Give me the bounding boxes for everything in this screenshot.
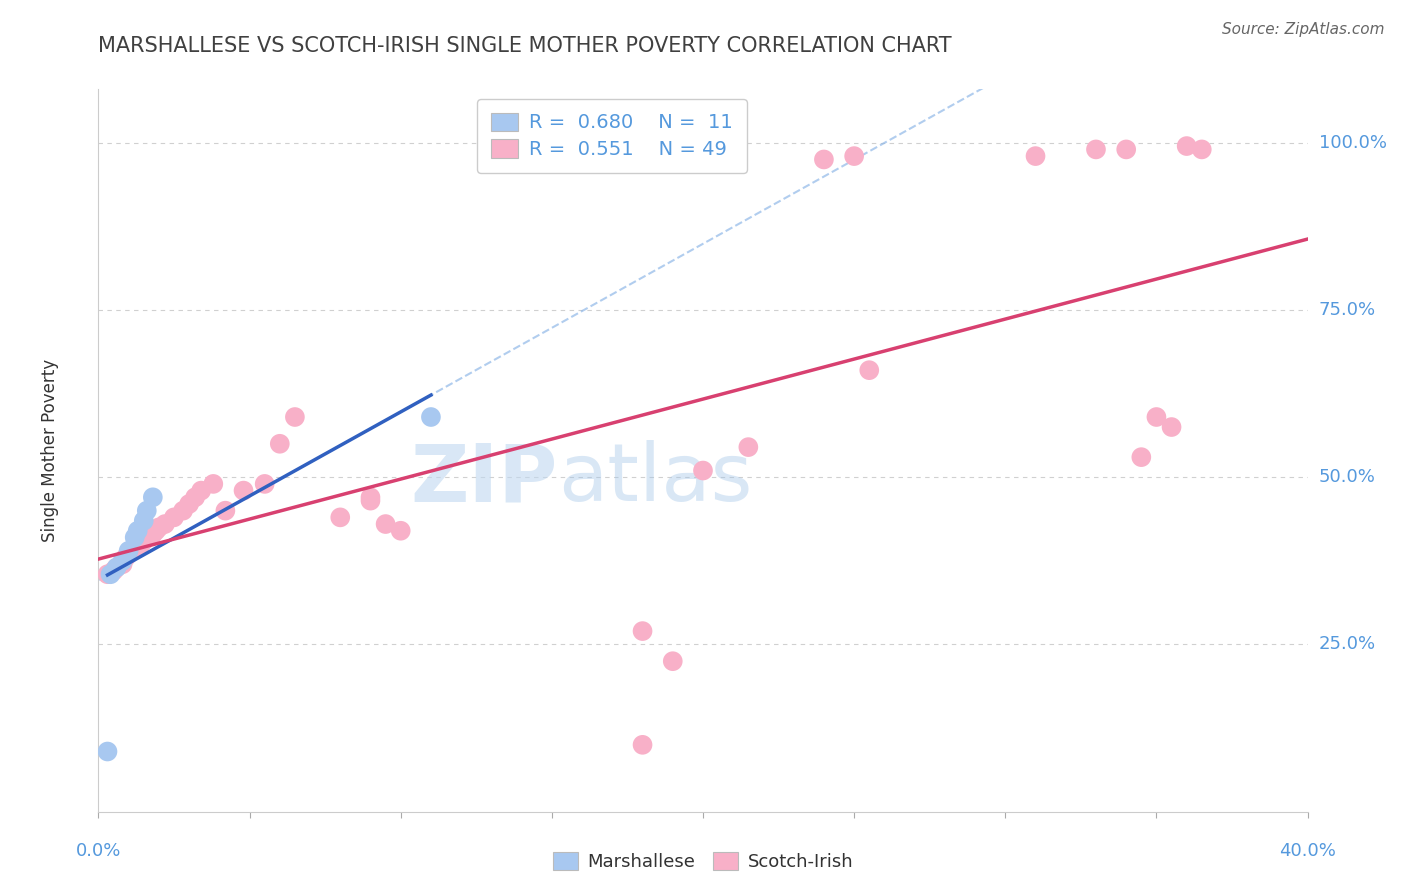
Point — [389, 524, 412, 538]
Text: MARSHALLESE VS SCOTCH-IRISH SINGLE MOTHER POVERTY CORRELATION CHART: MARSHALLESE VS SCOTCH-IRISH SINGLE MOTHE… — [98, 36, 952, 55]
Point — [129, 537, 152, 551]
Legend: Marshallese, Scotch-Irish: Marshallese, Scotch-Irish — [546, 846, 860, 879]
Point — [374, 517, 396, 532]
Point — [1191, 143, 1213, 157]
Text: atlas: atlas — [558, 441, 752, 518]
Point — [135, 530, 157, 544]
Point — [105, 560, 128, 574]
Text: 25.0%: 25.0% — [1319, 635, 1376, 654]
Point — [139, 527, 162, 541]
Point — [124, 541, 146, 555]
Point — [360, 493, 382, 508]
Point — [132, 533, 155, 548]
Point — [1085, 143, 1108, 157]
Point — [631, 738, 654, 752]
Legend: R =  0.680    N =  11, R =  0.551    N = 49: R = 0.680 N = 11, R = 0.551 N = 49 — [477, 99, 747, 173]
Point — [172, 503, 194, 517]
Point — [202, 476, 225, 491]
Text: Single Mother Poverty: Single Mother Poverty — [41, 359, 59, 542]
Point — [163, 510, 186, 524]
Text: 0.0%: 0.0% — [76, 842, 121, 860]
Point — [142, 491, 165, 505]
Point — [127, 541, 149, 555]
Point — [1024, 149, 1046, 163]
Text: ZIP: ZIP — [411, 441, 558, 518]
Point — [96, 744, 118, 758]
Point — [1130, 450, 1153, 465]
Point — [1175, 139, 1198, 153]
Point — [132, 514, 155, 528]
Point — [100, 567, 122, 582]
Point — [142, 527, 165, 541]
Point — [118, 543, 141, 558]
Point — [111, 554, 134, 568]
Point — [631, 624, 654, 639]
Point — [661, 654, 683, 668]
Point — [1144, 410, 1167, 425]
Point — [190, 483, 212, 498]
Point — [692, 464, 714, 478]
Point — [184, 491, 207, 505]
Point — [232, 483, 254, 498]
Point — [118, 547, 141, 561]
Text: 50.0%: 50.0% — [1319, 468, 1375, 486]
Point — [114, 550, 136, 565]
Point — [135, 503, 157, 517]
Point — [284, 410, 307, 425]
Point — [145, 524, 167, 538]
Point — [858, 363, 880, 377]
Point — [844, 149, 866, 163]
Point — [253, 476, 276, 491]
Point — [124, 530, 146, 544]
Point — [360, 491, 382, 505]
Point — [269, 436, 291, 450]
Point — [127, 524, 149, 538]
Point — [153, 517, 176, 532]
Point — [111, 557, 134, 572]
Point — [105, 560, 128, 574]
Point — [148, 520, 170, 534]
Point — [329, 510, 352, 524]
Text: 100.0%: 100.0% — [1319, 134, 1386, 152]
Text: 40.0%: 40.0% — [1279, 842, 1336, 860]
Point — [214, 503, 236, 517]
Point — [179, 497, 201, 511]
Text: 75.0%: 75.0% — [1319, 301, 1376, 319]
Point — [1115, 143, 1137, 157]
Point — [121, 543, 143, 558]
Point — [420, 410, 443, 425]
Point — [1160, 420, 1182, 434]
Point — [737, 440, 759, 454]
Point — [96, 567, 118, 582]
Point — [103, 564, 125, 578]
Point — [813, 153, 835, 167]
Text: Source: ZipAtlas.com: Source: ZipAtlas.com — [1222, 22, 1385, 37]
